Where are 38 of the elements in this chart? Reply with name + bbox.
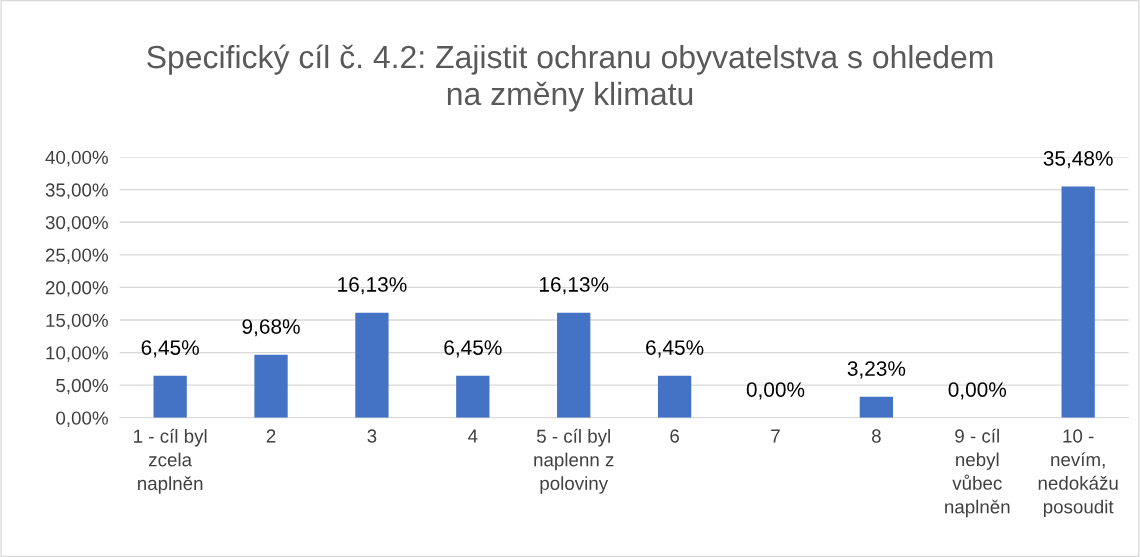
chart-title: Specifický cíl č. 4.2: Zajistit ochranu obyvatelstva s ohledem na změny klimatu xyxy=(147,44,993,112)
data-label: 16,13% xyxy=(539,277,609,295)
bar xyxy=(355,312,389,418)
y-tick-label: 25,00% xyxy=(45,248,108,265)
y-tick-label: 10,00% xyxy=(46,346,108,362)
x-tick-label: 3 xyxy=(367,429,377,443)
x-tick-label: 4 xyxy=(468,429,478,443)
y-tick-label: 35,00% xyxy=(45,183,108,199)
x-tick-label: 9 - cíl nebyl vůbec naplněn xyxy=(945,428,1010,518)
bar xyxy=(657,375,692,418)
x-tick-label: 7 xyxy=(771,429,780,443)
data-label: 0,00% xyxy=(948,382,1007,400)
bar xyxy=(557,312,591,418)
y-tick-label: 0,00% xyxy=(56,411,108,427)
data-label: 6,45% xyxy=(646,340,704,358)
data-label: 0,00% xyxy=(746,382,805,400)
data-label: 3,23% xyxy=(847,361,906,379)
bar xyxy=(456,375,490,418)
bar xyxy=(859,396,894,418)
data-label: 16,13% xyxy=(338,277,407,295)
y-tick-label: 5,00% xyxy=(56,378,108,395)
data-label: 6,45% xyxy=(444,340,502,358)
data-label: 6,45% xyxy=(141,340,199,358)
y-tick-label: 15,00% xyxy=(46,313,108,330)
x-tick-label: 6 xyxy=(670,429,679,443)
x-tick-label: 10 - nevím, nedokážu posoudit xyxy=(1038,429,1118,518)
y-tick-label: 40,00% xyxy=(45,150,108,167)
bar xyxy=(1061,186,1095,418)
data-label: 9,68% xyxy=(242,319,300,337)
x-tick-label: 2 xyxy=(266,429,276,443)
x-tick-label: 5 - cíl byl naplenn z poloviny xyxy=(534,428,614,494)
bar xyxy=(254,354,288,418)
bar xyxy=(153,375,187,418)
y-tick-label: 30,00% xyxy=(45,215,108,232)
x-tick-label: 1 - cíl byl zcela naplněn xyxy=(134,428,207,494)
x-tick-label: 8 xyxy=(871,429,881,443)
data-label: 35,48% xyxy=(1043,150,1113,169)
y-tick-label: 20,00% xyxy=(45,281,108,297)
